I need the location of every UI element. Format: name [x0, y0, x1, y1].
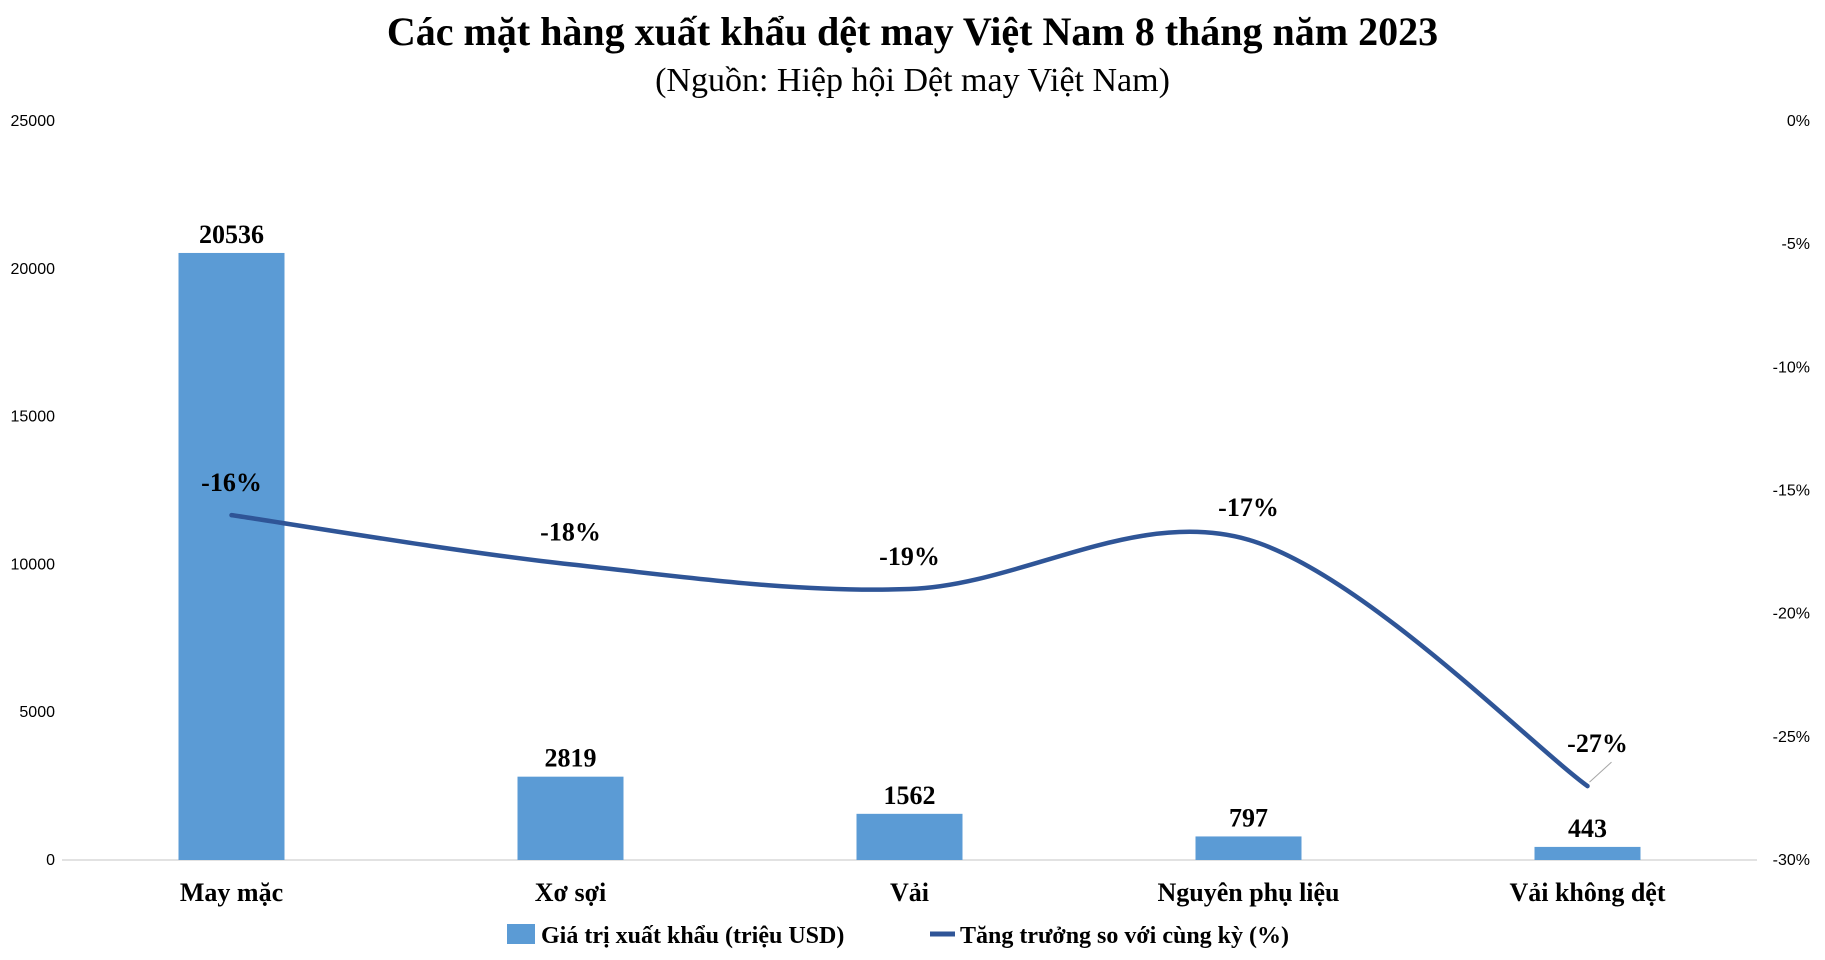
bar-value-label: 20536	[199, 220, 264, 249]
bar-value-label: 797	[1229, 803, 1268, 832]
y-right-tick-label: -15%	[1773, 483, 1810, 500]
chart-subtitle: (Nguồn: Hiệp hội Dệt may Việt Nam)	[655, 62, 1170, 99]
bar	[1534, 846, 1641, 860]
x-tick-label: May mặc	[180, 878, 283, 907]
y-left-tick-label: 25000	[11, 113, 56, 130]
bar	[1195, 836, 1302, 860]
x-tick-label: Vải	[890, 878, 929, 907]
chart-title: Các mặt hàng xuất khẩu dệt may Việt Nam …	[386, 9, 1439, 54]
y-right-tick-label: -30%	[1773, 852, 1810, 869]
growth-point	[1246, 537, 1251, 542]
growth-point	[1585, 784, 1590, 789]
y-right-tick-label: -25%	[1773, 729, 1810, 746]
y-left-tick-label: 0	[46, 852, 55, 869]
bar	[856, 813, 963, 860]
growth-value-label: -27%	[1567, 729, 1628, 758]
growth-value-label: -18%	[540, 517, 601, 546]
legend-bar-label: Giá trị xuất khẩu (triệu USD)	[541, 923, 844, 949]
bar	[517, 776, 624, 860]
bar	[178, 252, 285, 861]
legend-bar-swatch	[507, 924, 535, 944]
bar-value-label: 443	[1568, 814, 1607, 843]
y-right-tick-label: -20%	[1773, 606, 1810, 623]
growth-value-label: -17%	[1218, 493, 1279, 522]
growth-point	[229, 513, 234, 518]
y-right-tick-label: -10%	[1773, 359, 1810, 376]
growth-value-label: -19%	[879, 542, 940, 571]
x-tick-label: Nguyên phụ liệu	[1157, 878, 1339, 907]
growth-point	[907, 587, 912, 592]
bar-value-label: 2819	[545, 744, 597, 773]
y-left-tick-label: 10000	[11, 556, 56, 573]
growth-value-label: -16%	[201, 468, 262, 497]
y-right-tick-label: 0%	[1787, 113, 1810, 130]
y-left-tick-label: 20000	[11, 261, 56, 278]
x-tick-label: Xơ sợi	[535, 878, 606, 907]
legend-line-label: Tăng trưởng so với cùng kỳ (%)	[960, 923, 1289, 949]
y-left-tick-label: 5000	[19, 704, 55, 721]
y-left-tick-label: 15000	[11, 409, 56, 426]
growth-label-leader	[1589, 761, 1612, 783]
growth-point	[568, 562, 573, 567]
bar-value-label: 1562	[884, 781, 936, 810]
x-tick-label: Vải không dệt	[1509, 878, 1665, 907]
y-right-tick-label: -5%	[1782, 236, 1810, 253]
growth-line	[229, 512, 1590, 789]
